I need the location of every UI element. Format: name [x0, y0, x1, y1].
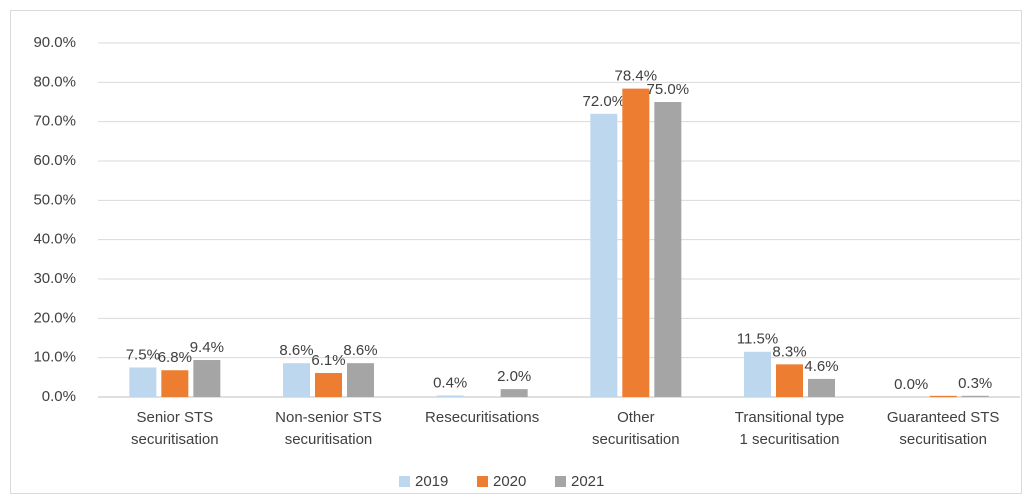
x-tick-label: Senior STS securitisation: [131, 409, 219, 448]
data-label: 6.8%: [158, 349, 192, 366]
bar: [929, 395, 957, 397]
y-tick-label: 30.0%: [33, 270, 76, 287]
legend-label: 2021: [571, 473, 604, 490]
data-label: 6.1%: [311, 352, 345, 369]
y-tick-label: 60.0%: [33, 152, 76, 169]
data-label: 11.5%: [737, 331, 778, 348]
y-tick-label: 90.0%: [33, 34, 76, 51]
data-label: 8.6%: [279, 342, 313, 359]
legend-label: 2019: [415, 473, 448, 490]
bar: [129, 367, 157, 397]
bar: [776, 364, 803, 397]
legend-label: 2020: [493, 473, 526, 490]
bar: [744, 351, 771, 397]
x-tick-label: Resecuritisations: [425, 409, 539, 426]
data-label: 2.0%: [497, 368, 531, 385]
y-tick-label: 50.0%: [33, 191, 76, 208]
data-label: 72.0%: [583, 93, 626, 110]
bar: [347, 363, 374, 397]
y-tick-label: 80.0%: [33, 73, 76, 90]
y-tick-label: 70.0%: [33, 113, 76, 130]
x-tick-label: Non-senior STS securitisation: [275, 409, 382, 448]
y-tick-label: 40.0%: [33, 231, 76, 248]
data-label: 4.6%: [804, 358, 838, 375]
bar: [315, 373, 342, 397]
bar: [161, 370, 189, 397]
data-label: 0.4%: [433, 374, 467, 391]
legend-swatch: [555, 476, 566, 487]
data-label: 75.0%: [647, 81, 690, 98]
x-tick-label: Guaranteed STS securitisation: [887, 409, 1000, 448]
bar: [500, 389, 528, 397]
x-tick-label: Other securitisation: [592, 409, 680, 448]
bar: [961, 395, 989, 397]
data-label: 9.4%: [190, 339, 224, 356]
bar: [193, 360, 221, 397]
x-tick-label: Transitional type 1 securitisation: [735, 409, 845, 448]
y-tick-label: 20.0%: [33, 309, 76, 326]
data-label: 7.5%: [126, 346, 160, 363]
y-tick-label: 0.0%: [42, 388, 76, 405]
data-label: 78.4%: [615, 68, 658, 85]
legend-swatch: [477, 476, 488, 487]
data-label: 8.3%: [772, 343, 806, 360]
bar: [283, 363, 310, 397]
bar: [622, 88, 650, 398]
data-label: 8.6%: [343, 342, 377, 359]
legend-swatch: [399, 476, 410, 487]
data-label: 0.3%: [958, 375, 992, 392]
bar: [436, 395, 464, 397]
chart-border: [10, 10, 1022, 494]
bar: [590, 113, 618, 398]
bar: [808, 378, 835, 397]
data-label: 0.0%: [894, 376, 928, 393]
y-tick-label: 10.0%: [33, 349, 76, 366]
bar: [654, 102, 682, 397]
